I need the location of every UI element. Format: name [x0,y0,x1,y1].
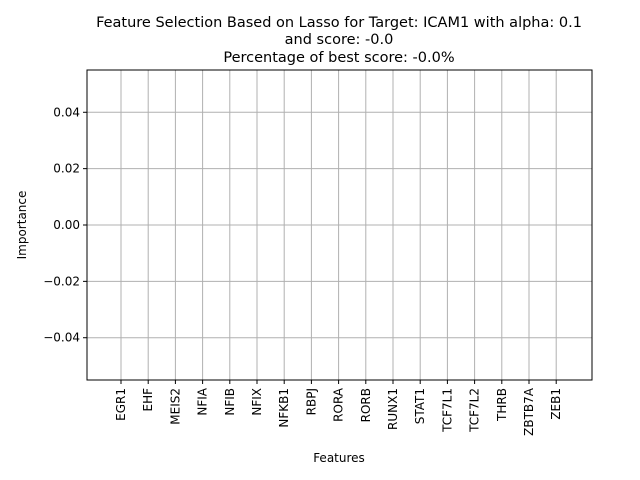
x-tick-label: RBPJ [304,388,318,415]
x-tick-label: RUNX1 [386,388,400,430]
y-tick-label: −0.04 [43,331,80,345]
y-axis-label: Importance [15,191,29,260]
x-axis-label: Features [313,451,365,465]
y-tick-label: −0.02 [43,274,80,288]
y-axis-ticks: −0.04 −0.02 0.00 0.02 0.04 [43,105,87,345]
x-tick-label: RORA [332,387,346,422]
x-tick-label: EHF [141,388,155,412]
x-tick-label: NFIB [223,388,237,416]
x-tick-label: NFIA [196,387,210,415]
plot-frame [86,69,593,381]
x-axis-ticks: EGR1 EHF MEIS2 NFIA NFIB NFIX NFKB1 RBPJ RORA ROR… [114,380,563,436]
x-tick-label: STAT1 [413,388,427,424]
x-tick-label: MEIS2 [168,388,182,425]
x-tick-label: TCF7L1 [440,388,454,433]
x-tick-label: THRB [495,388,509,422]
grid-layer [87,70,592,380]
y-tick-label: 0.02 [53,162,80,176]
y-tick-label: 0.04 [53,105,80,119]
x-tick-label: EGR1 [114,388,128,421]
x-tick-label: ZBTB7A [522,387,536,436]
x-tick-label: ZEB1 [549,388,563,420]
chart-title-line-2: and score: -0.0 [285,32,394,48]
x-tick-label: NFKB1 [277,388,291,428]
x-tick-label: RORB [359,388,373,422]
y-tick-label: 0.00 [53,218,80,232]
chart-title-line-3: Percentage of best score: -0.0% [223,50,454,66]
x-tick-label: TCF7L2 [468,388,482,433]
chart-title-line-1: Feature Selection Based on Lasso for Tar… [96,15,582,31]
chart-title: Feature Selection Based on Lasso for Tar… [96,15,582,66]
x-tick-label: NFIX [250,388,264,416]
